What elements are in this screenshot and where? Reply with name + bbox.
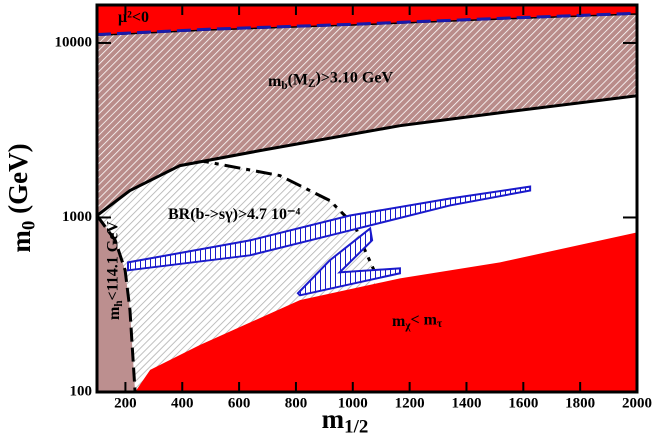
- region-label: mχ< mτ: [392, 311, 443, 332]
- x-tick-label: 2000: [622, 395, 652, 411]
- region-label: μ²<0: [118, 9, 149, 26]
- label-part: m: [392, 313, 406, 330]
- x-tick-label: 1400: [451, 395, 481, 411]
- y-tick-label: 10000: [55, 34, 93, 50]
- region-border: [296, 226, 401, 297]
- region-border: [97, 214, 137, 392]
- region-label: BR(b->sγ)>4.7 10⁻⁴: [168, 206, 301, 223]
- x-tick-label: 1600: [508, 395, 538, 411]
- label-part: μ²<0: [118, 9, 149, 26]
- region: [97, 215, 136, 392]
- label-part: (M: [288, 71, 308, 88]
- x-tick-label: 1200: [395, 395, 425, 411]
- region-border: [126, 185, 532, 272]
- x-tick-label: 1000: [338, 395, 368, 411]
- subscript: 1/2: [344, 417, 368, 436]
- label-part: m: [6, 230, 36, 253]
- subscript: 0: [19, 221, 40, 230]
- subscript: τ: [437, 318, 443, 330]
- label-part: < m: [411, 311, 438, 328]
- y-tick-label: 100: [70, 383, 93, 399]
- x-tick-label: 600: [228, 395, 251, 411]
- x-axis-title: m1/2: [322, 404, 369, 436]
- x-tick-label: 400: [171, 395, 194, 411]
- subscript: h: [112, 300, 124, 307]
- label-part: BR(b->sγ)>4.7 10⁻⁴: [168, 206, 301, 223]
- region: [127, 186, 531, 271]
- region: [97, 5, 637, 35]
- x-tick-label: 800: [285, 395, 308, 411]
- label-part: m: [106, 306, 123, 320]
- region: [135, 232, 637, 392]
- region-label: mh<114.1 GeV: [104, 221, 125, 320]
- x-tick-label: 1800: [565, 395, 595, 411]
- label-part: (GeV): [3, 143, 33, 220]
- region-border: [97, 11, 637, 36]
- label-part: m: [322, 404, 345, 434]
- plot-frame: [95, 3, 639, 394]
- label-part: )>3.10 GeV: [315, 69, 393, 86]
- x-tick-label: 200: [114, 395, 137, 411]
- subscript: Z: [308, 78, 315, 90]
- subscript: b: [281, 79, 287, 91]
- region-label: mb(MZ)>3.10 GeV: [268, 69, 393, 91]
- label-part: m: [268, 73, 282, 90]
- y-axis-title: m0 (GeV): [3, 143, 40, 252]
- label-part: <114.1 GeV: [104, 221, 121, 301]
- y-tick-label: 1000: [62, 209, 92, 225]
- subscript: χ: [404, 319, 411, 331]
- plot-area: [97, 5, 637, 392]
- region: [97, 13, 637, 216]
